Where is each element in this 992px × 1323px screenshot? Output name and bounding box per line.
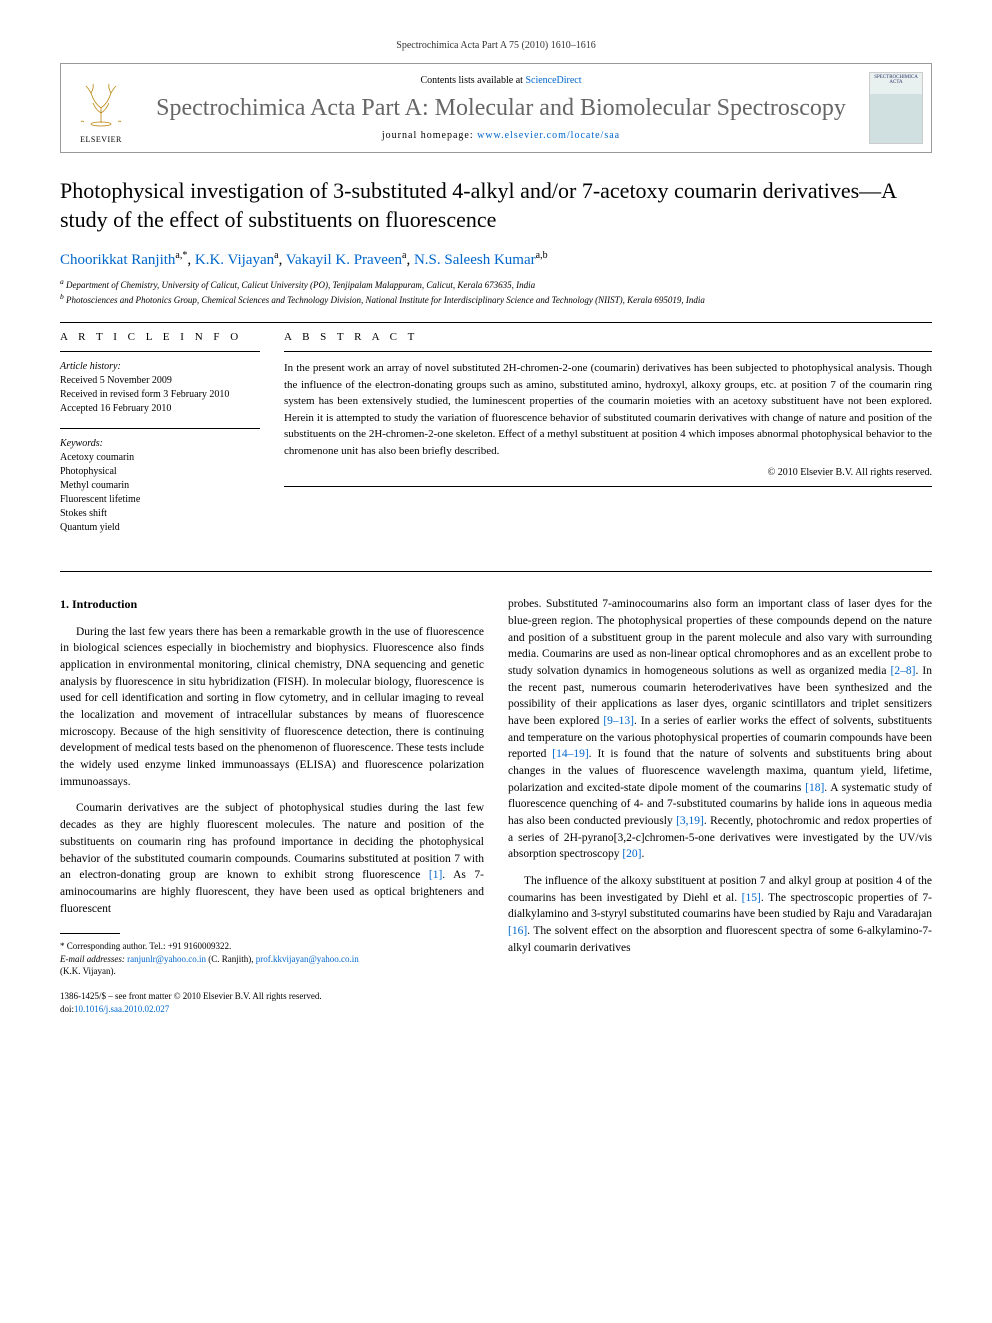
abstract-divider xyxy=(284,486,932,487)
paragraph-text: probes. Substituted 7-aminocoumarins als… xyxy=(508,598,932,677)
sciencedirect-link[interactable]: ScienceDirect xyxy=(525,75,581,86)
cover-thumbnail-block: SPECTROCHIMICA ACTA xyxy=(861,64,931,152)
keyword: Quantum yield xyxy=(60,521,260,535)
author-list: Choorikkat Ranjitha,*, K.K. Vijayana, Va… xyxy=(60,250,932,269)
citation-link[interactable]: [1] xyxy=(429,869,442,881)
author-affil-sup: a xyxy=(274,250,278,261)
keyword: Fluorescent lifetime xyxy=(60,493,260,507)
email-label: E-mail addresses: xyxy=(60,954,127,964)
elsevier-label: ELSEVIER xyxy=(80,135,122,144)
author-link[interactable]: Vakayil K. Praveen xyxy=(286,252,402,268)
affiliation-text: Department of Chemistry, University of C… xyxy=(66,280,535,290)
email-attribution: (K.K. Vijayan). xyxy=(60,966,116,976)
keywords-label: Keywords: xyxy=(60,437,260,451)
journal-title: Spectrochimica Acta Part A: Molecular an… xyxy=(153,94,849,123)
citation-link[interactable]: [18] xyxy=(805,782,824,794)
abstract-copyright: © 2010 Elsevier B.V. All rights reserved… xyxy=(284,467,932,478)
section-divider xyxy=(60,322,932,323)
citation-link[interactable]: [9–13] xyxy=(603,715,634,727)
abstract-column: A B S T R A C T In the present work an a… xyxy=(284,331,932,547)
body-column-left: 1. Introduction During the last few year… xyxy=(60,596,484,978)
masthead-center: Contents lists available at ScienceDirec… xyxy=(141,67,861,150)
article-info-heading: A R T I C L E I N F O xyxy=(60,331,260,343)
abstract-text: In the present work an array of novel su… xyxy=(284,360,932,459)
section-heading: 1. Introduction xyxy=(60,596,484,613)
author-link[interactable]: N.S. Saleesh Kumar xyxy=(414,252,536,268)
author-affil-sup: a xyxy=(402,250,406,261)
masthead: ELSEVIER Contents lists available at Sci… xyxy=(60,63,932,153)
section-divider xyxy=(60,571,932,572)
journal-homepage-link[interactable]: www.elsevier.com/locate/saa xyxy=(477,130,620,141)
author-affil-sup: a,* xyxy=(175,250,187,261)
journal-cover-thumbnail: SPECTROCHIMICA ACTA xyxy=(869,72,923,144)
journal-homepage-line: journal homepage: www.elsevier.com/locat… xyxy=(153,130,849,141)
affiliations: a Department of Chemistry, University of… xyxy=(60,277,932,306)
body-column-right: probes. Substituted 7-aminocoumarins als… xyxy=(508,596,932,978)
author-link[interactable]: K.K. Vijayan xyxy=(195,252,274,268)
body-paragraph: probes. Substituted 7-aminocoumarins als… xyxy=(508,596,932,863)
paragraph-text: . xyxy=(642,848,645,860)
keyword: Methyl coumarin xyxy=(60,479,260,493)
email-attribution: (C. Ranjith), xyxy=(206,954,256,964)
body-paragraph: The influence of the alkoxy substituent … xyxy=(508,873,932,956)
body-paragraph: During the last few years there has been… xyxy=(60,624,484,791)
footnote-divider xyxy=(60,933,120,934)
author-affil-sup: a,b xyxy=(536,250,548,261)
contents-available-line: Contents lists available at ScienceDirec… xyxy=(153,75,849,86)
body-two-column: 1. Introduction During the last few year… xyxy=(60,596,932,978)
issn-line: 1386-1425/$ – see front matter © 2010 El… xyxy=(60,990,322,1003)
article-title: Photophysical investigation of 3-substit… xyxy=(60,177,932,234)
accepted-date: Accepted 16 February 2010 xyxy=(60,402,260,416)
contents-prefix: Contents lists available at xyxy=(420,75,525,86)
citation-link[interactable]: [3,19] xyxy=(676,815,704,827)
revised-date: Received in revised form 3 February 2010 xyxy=(60,388,260,402)
affiliation-line: a Department of Chemistry, University of… xyxy=(60,277,932,292)
corresponding-author: * Corresponding author. Tel.: +91 916000… xyxy=(60,940,484,953)
citation-link[interactable]: [2–8] xyxy=(891,665,916,677)
doi-label: doi: xyxy=(60,1004,74,1014)
body-paragraph: Coumarin derivatives are the subject of … xyxy=(60,800,484,917)
article-info-column: A R T I C L E I N F O Article history: R… xyxy=(60,331,260,547)
abstract-divider xyxy=(284,351,932,352)
citation-link[interactable]: [20] xyxy=(622,848,641,860)
received-date: Received 5 November 2009 xyxy=(60,374,260,388)
affiliation-line: b Photosciences and Photonics Group, Che… xyxy=(60,292,932,307)
page-footer: 1386-1425/$ – see front matter © 2010 El… xyxy=(60,990,932,1015)
citation-link[interactable]: [15] xyxy=(742,892,761,904)
citation-link[interactable]: [16] xyxy=(508,925,527,937)
running-header: Spectrochimica Acta Part A 75 (2010) 161… xyxy=(60,40,932,51)
abstract-heading: A B S T R A C T xyxy=(284,331,932,343)
doi-line: doi:10.1016/j.saa.2010.02.027 xyxy=(60,1003,322,1016)
keyword: Acetoxy coumarin xyxy=(60,451,260,465)
paragraph-text: . The solvent effect on the absorption a… xyxy=(508,925,932,954)
article-history-block: Article history: Received 5 November 200… xyxy=(60,360,260,416)
affiliation-text: Photosciences and Photonics Group, Chemi… xyxy=(66,295,705,305)
email-line: E-mail addresses: ranjunlr@yahoo.co.in (… xyxy=(60,953,484,978)
email-link[interactable]: prof.kkvijayan@yahoo.co.in xyxy=(256,954,359,964)
paragraph-text: Coumarin derivatives are the subject of … xyxy=(60,802,484,881)
publisher-logo-block: ELSEVIER xyxy=(61,65,141,152)
keywords-block: Keywords: Acetoxy coumarin Photophysical… xyxy=(60,437,260,535)
email-link[interactable]: ranjunlr@yahoo.co.in xyxy=(127,954,206,964)
elsevier-tree-icon xyxy=(71,73,131,133)
footnotes: * Corresponding author. Tel.: +91 916000… xyxy=(60,940,484,978)
citation-link[interactable]: [14–19] xyxy=(552,748,588,760)
author-link[interactable]: Choorikkat Ranjith xyxy=(60,252,175,268)
doi-link[interactable]: 10.1016/j.saa.2010.02.027 xyxy=(74,1004,169,1014)
info-divider xyxy=(60,428,260,429)
info-divider xyxy=(60,351,260,352)
homepage-prefix: journal homepage: xyxy=(382,130,477,141)
keyword: Photophysical xyxy=(60,465,260,479)
history-label: Article history: xyxy=(60,360,260,374)
keyword: Stokes shift xyxy=(60,507,260,521)
